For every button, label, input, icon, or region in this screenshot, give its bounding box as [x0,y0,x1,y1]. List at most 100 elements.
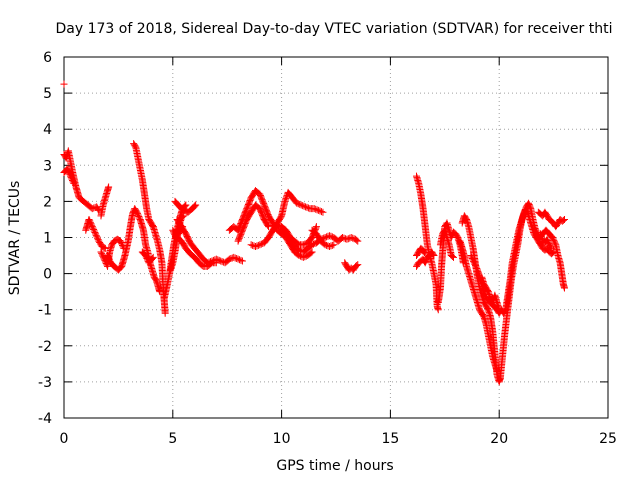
data-point [192,201,200,209]
data-point [230,253,238,261]
data-point [257,240,265,248]
data-point [550,238,558,246]
data-point [299,202,307,210]
data-point [69,178,77,186]
data-point [295,246,303,254]
data-point [470,259,478,267]
data-point [315,206,323,214]
data-point [225,255,233,263]
data-point [237,256,245,264]
data-point [450,253,458,261]
data-point [304,204,312,212]
data-point [325,232,333,240]
data-point [87,220,95,228]
data-point [67,172,75,180]
data-point [559,216,567,224]
y-tick-label: -1 [38,303,52,319]
data-point [91,228,99,236]
data-point [319,208,327,216]
data-point [238,257,246,265]
data-point [354,261,362,269]
data-point [547,243,555,251]
data-point [89,224,97,232]
data-point [98,249,106,257]
data-point [303,203,311,211]
data-point [67,174,75,182]
data-point [560,215,568,223]
data-point [310,205,318,213]
x-tick-label: 0 [60,431,69,447]
axis-ticks: 0 5 10 15 20 25 -4 -3 -2 -1 0 1 2 3 4 5 6 [38,50,617,447]
data-point [343,235,351,243]
data-point [316,207,324,215]
data-point [191,202,199,210]
data-point [88,223,96,231]
data-point [65,169,73,177]
data-point [301,240,309,248]
y-tick-label: 4 [43,122,52,138]
data-point [86,217,94,225]
y-tick-label: -2 [38,339,52,355]
data-point [281,197,289,205]
data-point [86,218,94,226]
data-point [312,205,320,213]
y-tick-label: 6 [43,50,52,66]
data-point [471,262,479,270]
data-point [470,257,478,265]
data-point [349,234,357,242]
data-point [180,212,188,220]
y-tick-label: 0 [43,267,52,283]
data-point [98,251,106,259]
data-point [549,249,557,257]
y-tick-label: 2 [43,194,52,210]
data-point [308,241,316,249]
data-point [212,259,220,267]
data-point [161,309,169,317]
data-point [178,224,186,232]
data-point [421,250,429,258]
data-point [88,221,96,229]
data-point [547,244,555,252]
data-point [65,168,73,176]
data-point [64,166,72,174]
data-point [63,165,71,173]
data-point [149,253,157,261]
data-point [254,241,262,249]
data-point [434,306,442,314]
data-point [321,234,329,241]
data-point [99,252,107,260]
data-point [354,237,362,245]
y-tick-label: 5 [43,86,52,102]
data-point [92,231,100,239]
data-point [327,232,335,240]
data-point [93,233,101,241]
data-point [300,202,308,210]
data-point [550,236,558,244]
data-point [282,194,290,202]
y-axis-label: SDTVAR / TECUs [7,181,23,296]
y-tick-label: 3 [43,158,52,174]
data-point [526,203,534,211]
data-point [135,213,143,221]
data-point [85,215,93,223]
data-point [217,257,225,265]
data-point [134,210,142,218]
data-point [231,254,239,262]
x-tick-label: 15 [381,431,399,447]
data-point [66,171,74,179]
data-point [104,252,112,260]
data-point [117,239,125,247]
data-point [179,213,187,221]
data-point [88,205,96,213]
data-point [92,230,100,238]
data-point [105,254,113,262]
data-point [265,223,273,231]
y-tick-label: -4 [38,411,52,427]
data-point [179,223,187,231]
x-tick-label: 5 [168,431,177,447]
data-point [493,367,501,375]
data-point [327,242,335,250]
data-point [325,243,333,251]
data-point [429,250,437,258]
